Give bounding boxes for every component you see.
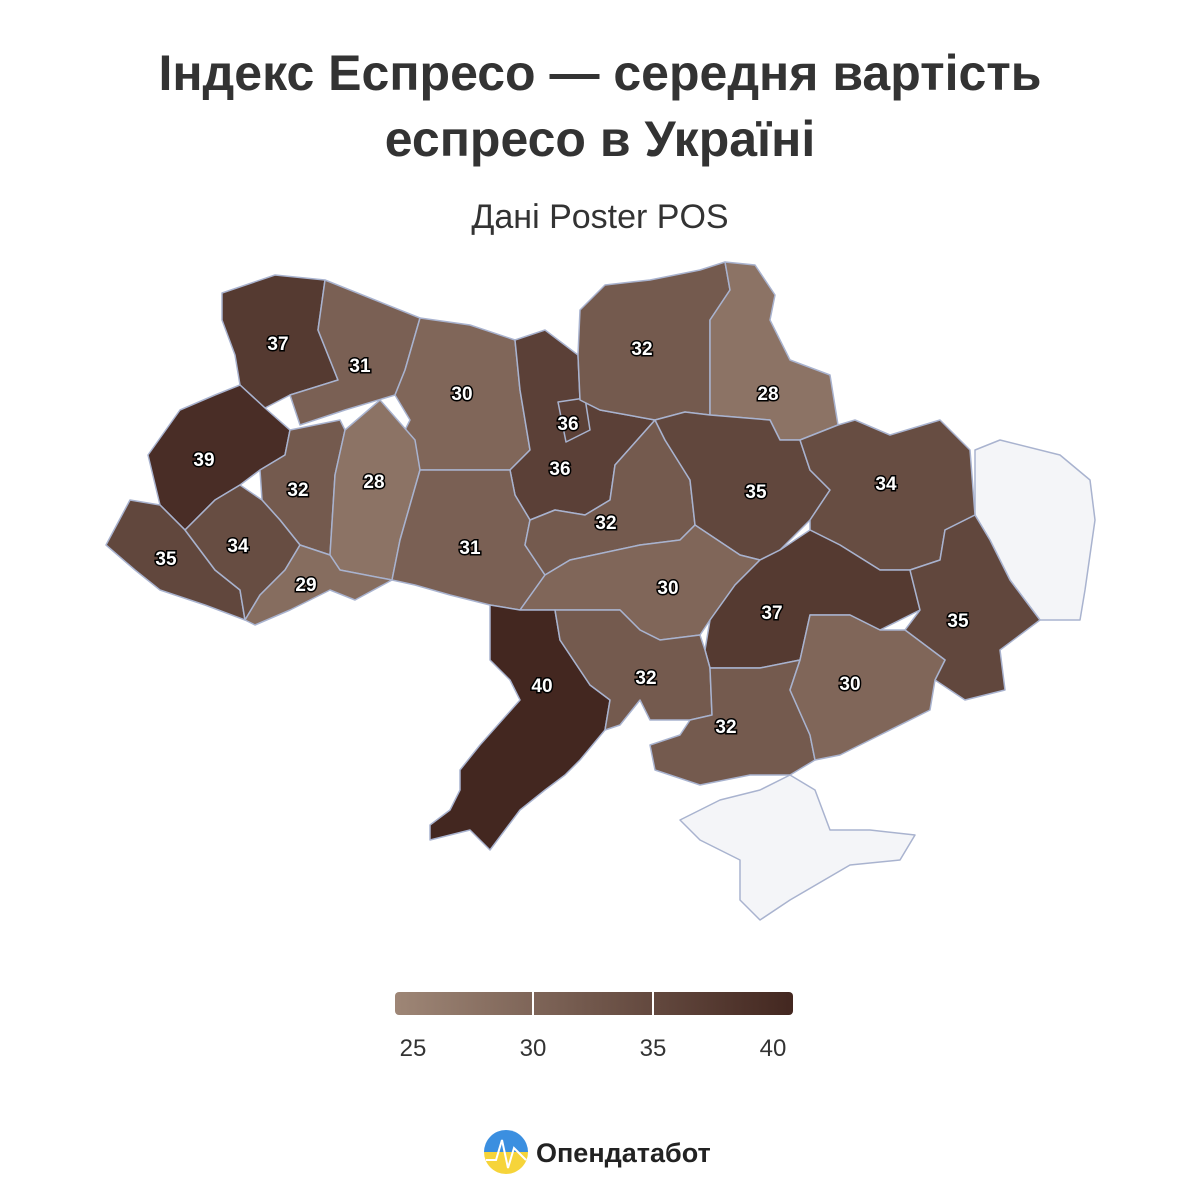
region-label: 31 bbox=[459, 538, 481, 559]
chart-title: Індекс Еспресо — середня вартість еспрес… bbox=[158, 45, 1042, 167]
legend-tick-label: 30 bbox=[520, 1035, 547, 1062]
region-label: 28 bbox=[363, 472, 384, 493]
legend-tick-label: 40 bbox=[760, 1035, 787, 1062]
logo-line bbox=[486, 1139, 527, 1169]
region-label: 32 bbox=[635, 668, 656, 689]
region-label: 37 bbox=[267, 334, 288, 355]
labels: 37 31 30 36 36 32 28 39 32 28 31 32 35 34 35 34 29 30 37 35… bbox=[154, 333, 971, 740]
region bbox=[577, 261, 731, 421]
region bbox=[557, 397, 591, 443]
region-label: 28 bbox=[757, 384, 778, 405]
region bbox=[709, 261, 839, 441]
region bbox=[289, 279, 421, 426]
region-label: 37 bbox=[761, 603, 782, 624]
region-label: 39 bbox=[193, 450, 214, 471]
brand: Опендатабот bbox=[536, 1138, 711, 1168]
map bbox=[105, 261, 1096, 921]
region-label: 32 bbox=[631, 339, 652, 360]
logo: Опендатабот bbox=[484, 1130, 711, 1174]
region-label: 29 bbox=[295, 575, 316, 596]
region-label: 40 bbox=[531, 676, 552, 697]
region bbox=[789, 614, 946, 761]
region-label: 30 bbox=[657, 578, 678, 599]
region-label: 35 bbox=[155, 549, 177, 570]
legend: 25 30 35 40 bbox=[400, 992, 787, 1062]
chart-subtitle: Дані Poster POS bbox=[471, 198, 728, 236]
legend-tick-label: 25 bbox=[400, 1035, 427, 1062]
color-legend bbox=[395, 992, 793, 1015]
region-no-data bbox=[679, 774, 916, 921]
region-label: 31 bbox=[349, 356, 371, 377]
region bbox=[244, 544, 393, 626]
region-label: 35 bbox=[947, 611, 969, 632]
region-label: 35 bbox=[745, 482, 767, 503]
region-label: 36 bbox=[549, 459, 570, 480]
legend-tick-label: 35 bbox=[640, 1035, 667, 1062]
region-label: 30 bbox=[451, 384, 472, 405]
region-label: 32 bbox=[287, 480, 308, 501]
region-label: 34 bbox=[875, 474, 897, 495]
region-label: 36 bbox=[557, 414, 578, 435]
title-box: Індекс Еспресо — середня вартість еспрес… bbox=[158, 45, 1042, 167]
region-label: 32 bbox=[595, 513, 616, 534]
region-label: 32 bbox=[715, 717, 736, 738]
logo-icon bbox=[484, 1130, 528, 1174]
region-label: 30 bbox=[839, 674, 860, 695]
region-label: 34 bbox=[227, 536, 249, 557]
